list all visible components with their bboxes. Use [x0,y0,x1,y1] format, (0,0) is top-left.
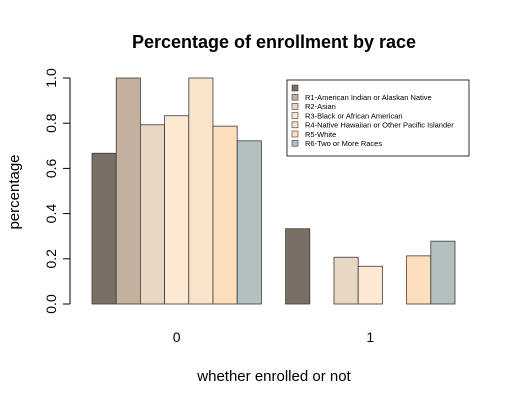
y-tick-label: 0.6 [43,158,59,178]
legend-label: R4-Native Hawaiian or Other Pacific Isla… [305,121,454,130]
y-axis-label: percentage [6,154,23,229]
bar [430,240,456,305]
legend-label: R3-Black or African American [305,111,403,120]
bar [406,255,432,305]
y-tick-label: 0.0 [43,294,59,314]
legend-label: R2-Asian [305,102,336,111]
bar [285,228,311,305]
y-tick-label: 0.8 [43,113,59,133]
bar [212,125,238,305]
y-tick-label: 1.0 [43,68,59,88]
bar [357,265,383,305]
legend: R1-American Indian or Alaskan NativeR2-A… [286,79,470,157]
bars [91,77,456,305]
chart-title: Percentage of enrollment by race [132,32,416,52]
legend-label: R5-White [305,130,336,139]
legend-swatch [291,103,299,110]
bar [91,152,117,305]
legend-box [286,79,470,157]
legend-swatch [291,112,299,119]
bar [139,124,165,305]
legend-swatch [291,93,299,101]
bar [333,256,359,305]
legend-swatch [291,121,299,129]
x-axis-label: whether enrolled or not [196,368,351,385]
x-tick-label: 0 [173,329,181,345]
bar [236,140,262,305]
y-axis: 0.0 0.2 0.4 0.6 0.8 1.0 [43,68,71,314]
y-tick-label: 0.2 [43,249,59,269]
bar [164,115,190,305]
x-tick-label: 1 [366,329,374,345]
legend-label: R6-Two or More Races [305,139,382,148]
bar [188,77,214,305]
legend-swatch [291,139,299,147]
legend-swatch [291,130,299,138]
bar [115,77,141,305]
legend-swatch [291,84,299,92]
legend-label: R1-American Indian or Alaskan Native [305,93,432,102]
y-tick-label: 0.4 [43,204,59,224]
